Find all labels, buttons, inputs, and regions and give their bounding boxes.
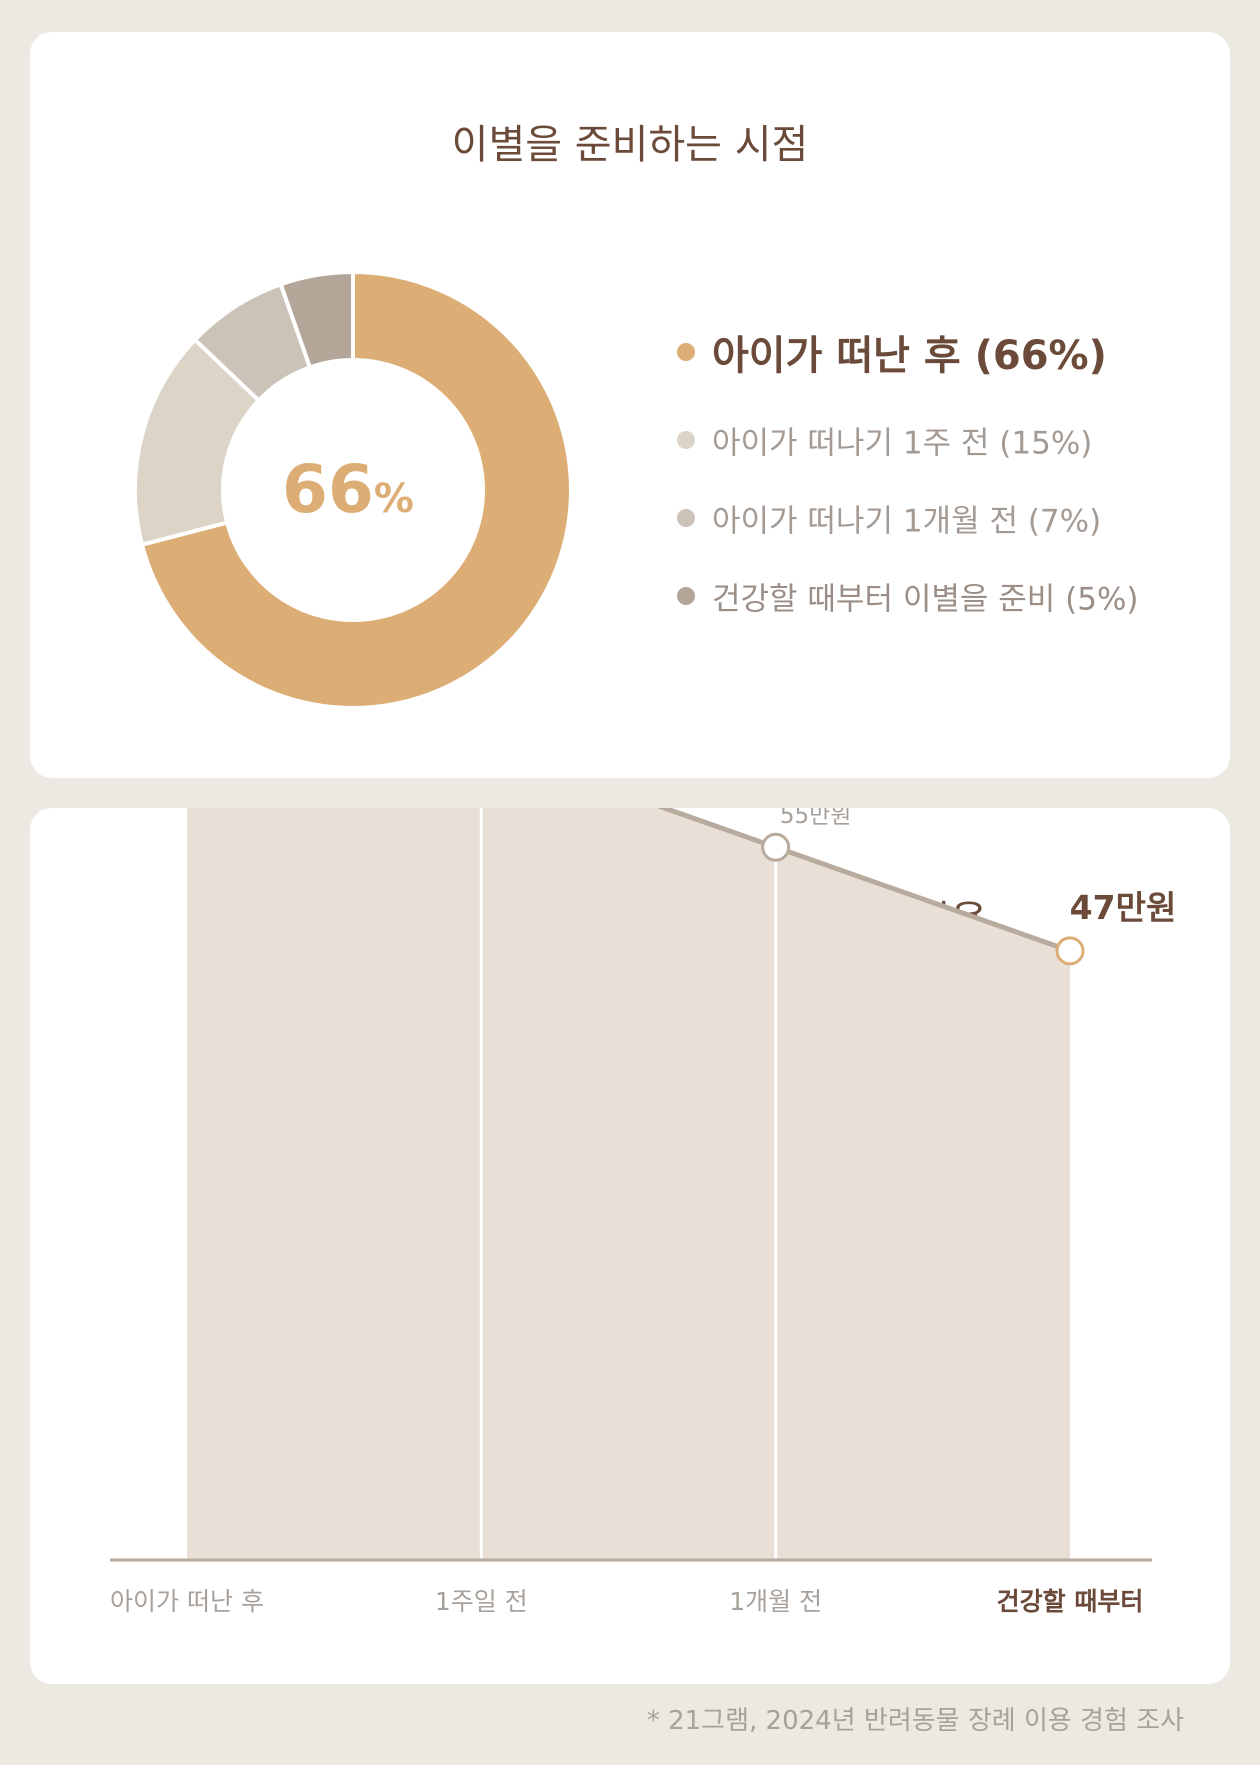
legend-label: 아이가 떠난 후 (66%) (712, 333, 1107, 379)
legend-dot-icon (677, 587, 695, 605)
x-tick-label: 1주일 전 (435, 1587, 528, 1616)
x-tick-label: 아이가 떠난 후 (110, 1587, 264, 1616)
x-tick-label: 1개월 전 (729, 1587, 822, 1616)
data-point (1055, 936, 1085, 966)
source-footnote: * 21그램, 2024년 반려동물 장례 이용 경험 조사 (646, 1706, 1184, 1736)
donut-chart: 66% (133, 269, 573, 710)
donut-card: 이별을 준비하는 시점 66% 아이가 떠난 후 (66%) 아이가 떠나기 1… (30, 32, 1230, 778)
legend-dot-icon (677, 343, 695, 361)
line-card: 이별 준비 기간에 따른 장례 평균 지출 비용 68만원아이가 떠난 후63만… (30, 808, 1230, 1684)
legend-label: 아이가 떠나기 1주 전 (15%) (712, 425, 1093, 462)
data-label: 47만원 (1070, 888, 1177, 927)
legend-label: 아이가 떠나기 1개월 전 (7%) (712, 503, 1102, 540)
data-label: 55만원 (780, 808, 852, 829)
legend-dot-icon (677, 431, 695, 449)
x-tick-label: 건강할 때부터 (997, 1587, 1144, 1616)
donut-slice (278, 269, 355, 370)
legend-label: 건강할 때부터 이별을 준비 (5%) (712, 581, 1139, 618)
donut-slice (139, 269, 573, 710)
legend-dot-icon (677, 509, 695, 527)
area-fill (187, 808, 1070, 1560)
data-point (761, 832, 791, 862)
series-line (656, 808, 1071, 954)
donut-center-value: 66% (282, 451, 414, 528)
donut-chart-title: 이별을 준비하는 시점 (451, 122, 809, 168)
